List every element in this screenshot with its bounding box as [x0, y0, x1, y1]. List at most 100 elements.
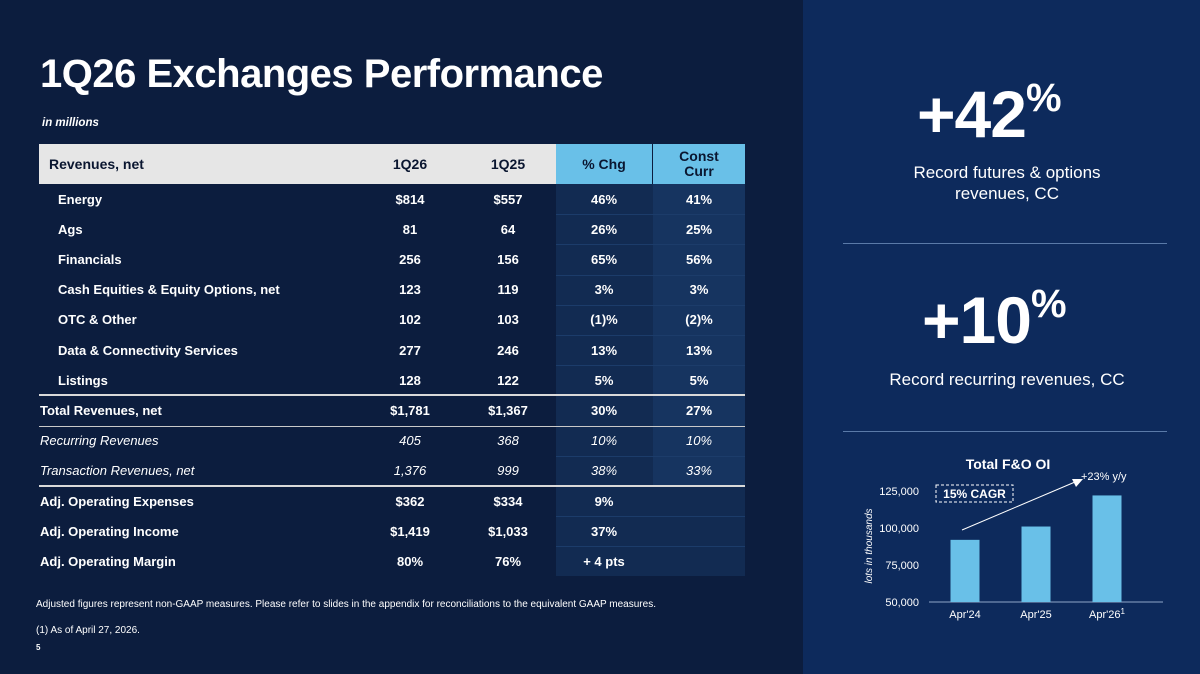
cell-const-curr: 5% — [689, 372, 709, 388]
table-row: Listings 128 122 5% 5% — [39, 365, 745, 395]
bar — [1021, 526, 1051, 602]
chart-title: Total F&O OI — [966, 456, 1051, 472]
highlight-caption-futures-options: Record futures & options revenues, CC — [843, 162, 1171, 204]
section-separator — [39, 425, 745, 427]
header-const-curr-line2: Curr — [684, 163, 714, 179]
cell-1q25: 368 — [497, 433, 519, 449]
cell-1q26: $814 — [395, 191, 425, 207]
cell-pct-chg: 38% — [590, 463, 618, 479]
cell-1q25: $557 — [493, 191, 523, 207]
row-label: Transaction Revenues, net — [40, 463, 195, 479]
cell-1q26: 80% — [396, 553, 424, 569]
table-row: Ags 81 64 26% 25% — [39, 214, 745, 244]
x-tick-text: Apr'24 — [949, 609, 980, 621]
row-divider — [556, 244, 745, 246]
header-revenues-net: Revenues, net — [49, 155, 144, 172]
highlight-unit: % — [1030, 282, 1067, 326]
cell-pct-chg: 37% — [590, 523, 618, 539]
cell-1q25: $1,367 — [488, 402, 528, 418]
row-label: Adj. Operating Income — [40, 523, 179, 539]
table-row: Energy $814 $557 46% 41% — [39, 184, 745, 214]
row-divider — [556, 455, 745, 457]
cell-1q26: 81 — [402, 221, 418, 237]
row-divider — [556, 516, 745, 518]
cell-const-curr: 33% — [685, 463, 713, 479]
fo-oi-chart: Total F&O OI lots in thousands 50,000 75,… — [864, 456, 1163, 621]
x-tick-label: Apr'24 — [949, 609, 980, 621]
right-panel — [803, 0, 1200, 674]
x-tick-superscript: 1 — [1121, 607, 1126, 616]
header-pct-chg: % Chg — [582, 155, 626, 172]
cell-1q26: 405 — [399, 433, 421, 449]
row-label: Adj. Operating Expenses — [40, 493, 194, 509]
cell-const-curr: 3% — [689, 282, 709, 298]
units-note: in millions — [42, 117, 99, 129]
footnote-non-gaap: Adjusted figures represent non-GAAP meas… — [36, 599, 656, 610]
trend-arrowhead — [1072, 479, 1083, 487]
caption-line: Record recurring revenues, CC — [889, 370, 1125, 389]
chart-ylabel: lots in thousands — [864, 508, 875, 583]
table-row: Adj. Operating Expenses $362 $334 9% — [39, 486, 745, 516]
x-tick-label: Apr'261 — [1089, 607, 1125, 621]
row-divider — [556, 214, 745, 216]
header-background — [39, 144, 556, 184]
header-const-curr: Const Curr — [659, 144, 739, 184]
row-divider — [556, 365, 745, 367]
row-label: Recurring Revenues — [40, 433, 159, 449]
cell-1q26: 256 — [399, 251, 421, 267]
row-divider — [556, 546, 745, 548]
caption-line: revenues, CC — [955, 184, 1059, 203]
table-row: Cash Equities & Equity Options, net 123 11… — [39, 275, 745, 305]
cell-1q26: 102 — [399, 312, 421, 328]
table-row: Adj. Operating Income $1,419 $1,033 37% — [39, 516, 745, 546]
cell-const-curr — [659, 546, 739, 576]
cell-1q25: 103 — [497, 312, 519, 328]
header-cc-background — [653, 144, 745, 184]
table-header: Revenues, net 1Q26 1Q25 % Chg Const Curr — [39, 144, 745, 184]
highlight-caption-recurring: Record recurring revenues, CC — [843, 369, 1171, 390]
cell-pct-chg: 13% — [590, 342, 618, 358]
cell-pct-chg: (1)% — [590, 312, 618, 328]
cell-const-curr: 13% — [685, 342, 713, 358]
cell-pct-chg: 3% — [594, 282, 614, 298]
cell-pct-chg: + 4 pts — [583, 553, 625, 569]
cell-1q26: 123 — [399, 282, 421, 298]
cell-const-curr: (2)% — [685, 312, 713, 328]
cell-const-curr: 56% — [685, 251, 713, 267]
y-tick-label: 100,000 — [879, 523, 919, 535]
cell-1q25: 76% — [494, 553, 522, 569]
cell-1q26: 1,376 — [393, 463, 427, 479]
trend-arrow — [961, 481, 1076, 531]
row-label: Data & Connectivity Services — [58, 342, 238, 358]
cell-pct-chg: 26% — [590, 221, 618, 237]
header-1q25: 1Q25 — [490, 155, 526, 172]
row-divider — [556, 274, 745, 276]
cell-const-curr: 41% — [685, 191, 713, 207]
cell-pct-chg: 5% — [594, 372, 614, 388]
cell-1q25: 999 — [497, 463, 519, 479]
cell-1q26: $362 — [395, 493, 425, 509]
row-label: Listings — [58, 372, 108, 388]
x-tick-label: Apr'25 — [1020, 609, 1051, 621]
highlight-futures-options: +42% — [917, 76, 1062, 152]
highlight-unit: % — [1025, 76, 1062, 120]
table-row: Adj. Operating Margin 80% 76% + 4 pts — [39, 546, 745, 576]
row-label: Ags — [58, 221, 83, 237]
highlight-value: +42 — [917, 77, 1027, 151]
header-chg-background — [556, 144, 652, 184]
row-divider — [556, 304, 745, 306]
row-label: Financials — [58, 251, 122, 267]
cell-const-curr: 25% — [685, 221, 713, 237]
table-row: Recurring Revenues 405 368 10% 10% — [39, 426, 745, 456]
cell-pct-chg: 46% — [590, 191, 618, 207]
row-label: Adj. Operating Margin — [40, 553, 176, 569]
row-label: OTC & Other — [58, 312, 137, 328]
header-const-curr-line1: Const — [679, 148, 719, 164]
section-separator — [39, 485, 745, 487]
cell-1q25: 246 — [497, 342, 519, 358]
cell-1q26: $1,419 — [390, 523, 430, 539]
x-tick-text: Apr'26 — [1089, 609, 1120, 621]
table-row: OTC & Other 102 103 (1)% (2)% — [39, 305, 745, 335]
cell-pct-chg: 30% — [590, 402, 618, 418]
page-title: 1Q26 Exchanges Performance — [40, 52, 603, 96]
